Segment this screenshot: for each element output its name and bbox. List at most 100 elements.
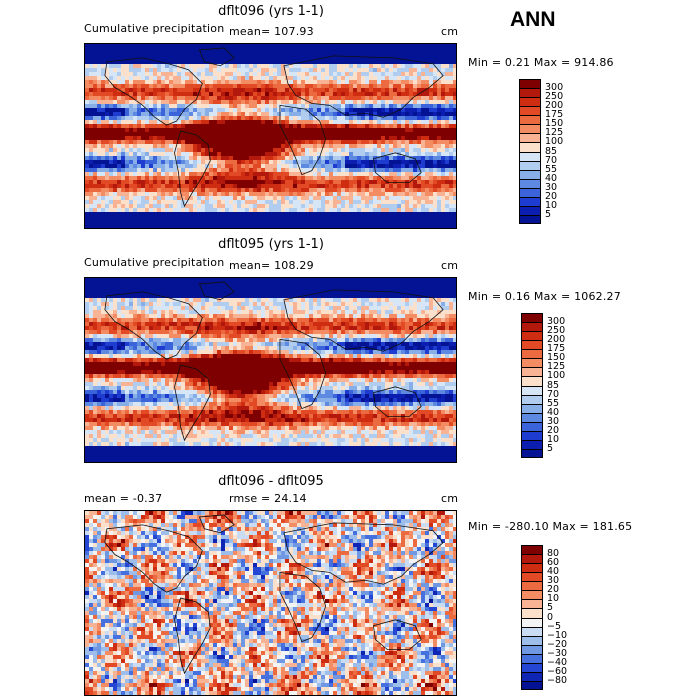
colorbar-tick-label: 5: [545, 208, 552, 220]
colorbar-swatch: [521, 376, 543, 386]
colorbar-tick-label: 5: [547, 442, 554, 454]
colorbar-swatch: [521, 635, 543, 645]
colorbar-swatch: [521, 385, 543, 395]
colorbar-swatch: [519, 97, 541, 107]
panel-1-title: dflt096 (yrs 1-1): [218, 4, 324, 19]
colorbar-swatch: [521, 340, 543, 350]
colorbar-tick-label: 60: [547, 557, 560, 569]
colorbar-tick-label: −20: [547, 638, 568, 650]
colorbar-tick-label: 5: [547, 602, 554, 614]
panel-3-colorbar: [521, 545, 543, 690]
colorbar-tick-label: 200: [545, 100, 564, 112]
colorbar-swatch: [521, 554, 543, 564]
colorbar-tick-label: −60: [547, 665, 568, 677]
panel-2-variable-label: Cumulative precipitation: [84, 256, 225, 269]
colorbar-tick-label: 85: [545, 145, 558, 157]
coastline-outlines: [104, 281, 444, 442]
colorbar-swatch: [519, 169, 541, 179]
colorbar-swatch: [519, 196, 541, 206]
panel-1-map: [84, 43, 457, 229]
colorbar-tick-label: 10: [547, 593, 560, 605]
panel-1-variable-label: Cumulative precipitation: [84, 22, 225, 35]
colorbar-swatch: [521, 608, 543, 618]
colorbar-tick-label: 80: [547, 548, 560, 560]
colorbar-tick-label: 100: [547, 370, 566, 382]
colorbar-tick-label: −10: [547, 629, 568, 641]
colorbar-frame: [521, 545, 543, 690]
panel-2-units: cm: [441, 259, 459, 272]
panel-3-rmse-label: rmse = 24.14: [229, 492, 307, 505]
panel-1-units: cm: [441, 25, 459, 38]
colorbar-tick-label: 85: [547, 379, 560, 391]
panel-2-mean-label: mean= 108.29: [229, 259, 314, 272]
colorbar-tick-label: −40: [547, 656, 568, 668]
colorbar-tick-label: −80: [547, 674, 568, 686]
colorbar-swatch: [519, 178, 541, 188]
colorbar-tick-label: 40: [547, 566, 560, 578]
panel-2-title: dflt095 (yrs 1-1): [218, 237, 324, 252]
colorbar-swatch: [521, 599, 543, 609]
colorbar-swatch: [521, 412, 543, 422]
panel-3-units: cm: [441, 492, 459, 505]
colorbar-swatch: [519, 133, 541, 143]
coastline-outlines: [104, 514, 444, 675]
map-field: [85, 511, 456, 695]
colorbar-swatch: [521, 439, 543, 449]
colorbar-swatch: [519, 124, 541, 134]
panel-3-range-label: Min = -280.10 Max = 181.65: [468, 520, 633, 533]
panel-3-map: [84, 510, 457, 696]
colorbar-swatch: [521, 644, 543, 654]
colorbar-swatch: [521, 430, 543, 440]
colorbar-swatch: [521, 563, 543, 573]
map-field: [85, 278, 456, 462]
colorbar-tick-label: 150: [545, 118, 564, 130]
colorbar-swatch: [519, 187, 541, 197]
panel-2-colorbar: [521, 313, 543, 458]
colorbar-swatch: [519, 214, 541, 224]
colorbar-tick-label: 70: [545, 154, 558, 166]
colorbar-tick-label: 10: [547, 433, 560, 445]
colorbar-swatch: [521, 367, 543, 377]
colorbar-swatch: [521, 581, 543, 591]
season-label: ANN: [510, 8, 556, 31]
colorbar-swatch: [521, 403, 543, 413]
panel-2-map: [84, 277, 457, 463]
colorbar-swatch: [519, 115, 541, 125]
colorbar-swatch: [521, 662, 543, 672]
colorbar-swatch: [521, 349, 543, 359]
panel-1-colorbar: [519, 79, 541, 224]
colorbar-tick-label: 20: [547, 424, 560, 436]
colorbar-tick-label: 250: [547, 325, 566, 337]
colorbar-tick-label: −30: [547, 647, 568, 659]
colorbar-tick-label: 150: [547, 352, 566, 364]
colorbar-swatch: [521, 590, 543, 600]
colorbar-tick-label: 20: [547, 584, 560, 596]
colorbar-swatch: [521, 545, 543, 555]
colorbar-frame: [519, 79, 541, 224]
colorbar-swatch: [521, 626, 543, 636]
colorbar-swatch: [521, 313, 543, 323]
colorbar-swatch: [519, 160, 541, 170]
colorbar-swatch: [521, 617, 543, 627]
colorbar-tick-label: 30: [545, 181, 558, 193]
colorbar-tick-label: 55: [545, 163, 558, 175]
colorbar-swatch: [521, 421, 543, 431]
colorbar-swatch: [521, 448, 543, 458]
colorbar-tick-label: 125: [545, 127, 564, 139]
panel-2-range-label: Min = 0.16 Max = 1062.27: [468, 290, 621, 303]
colorbar-tick-label: 125: [547, 361, 566, 373]
map-field: [85, 44, 456, 228]
panel-1-mean-label: mean= 107.93: [229, 25, 314, 38]
colorbar-swatch: [521, 653, 543, 663]
colorbar-tick-label: 30: [547, 415, 560, 427]
colorbar-swatch: [521, 671, 543, 681]
colorbar-swatch: [519, 106, 541, 116]
colorbar-tick-label: 300: [547, 316, 566, 328]
colorbar-swatch: [521, 322, 543, 332]
colorbar-tick-label: 250: [545, 91, 564, 103]
panel-3-mean-label: mean = -0.37: [84, 492, 163, 505]
colorbar-swatch: [519, 142, 541, 152]
colorbar-tick-label: 55: [547, 397, 560, 409]
colorbar-swatch: [519, 151, 541, 161]
panel-1-range-label: Min = 0.21 Max = 914.86: [468, 56, 614, 69]
